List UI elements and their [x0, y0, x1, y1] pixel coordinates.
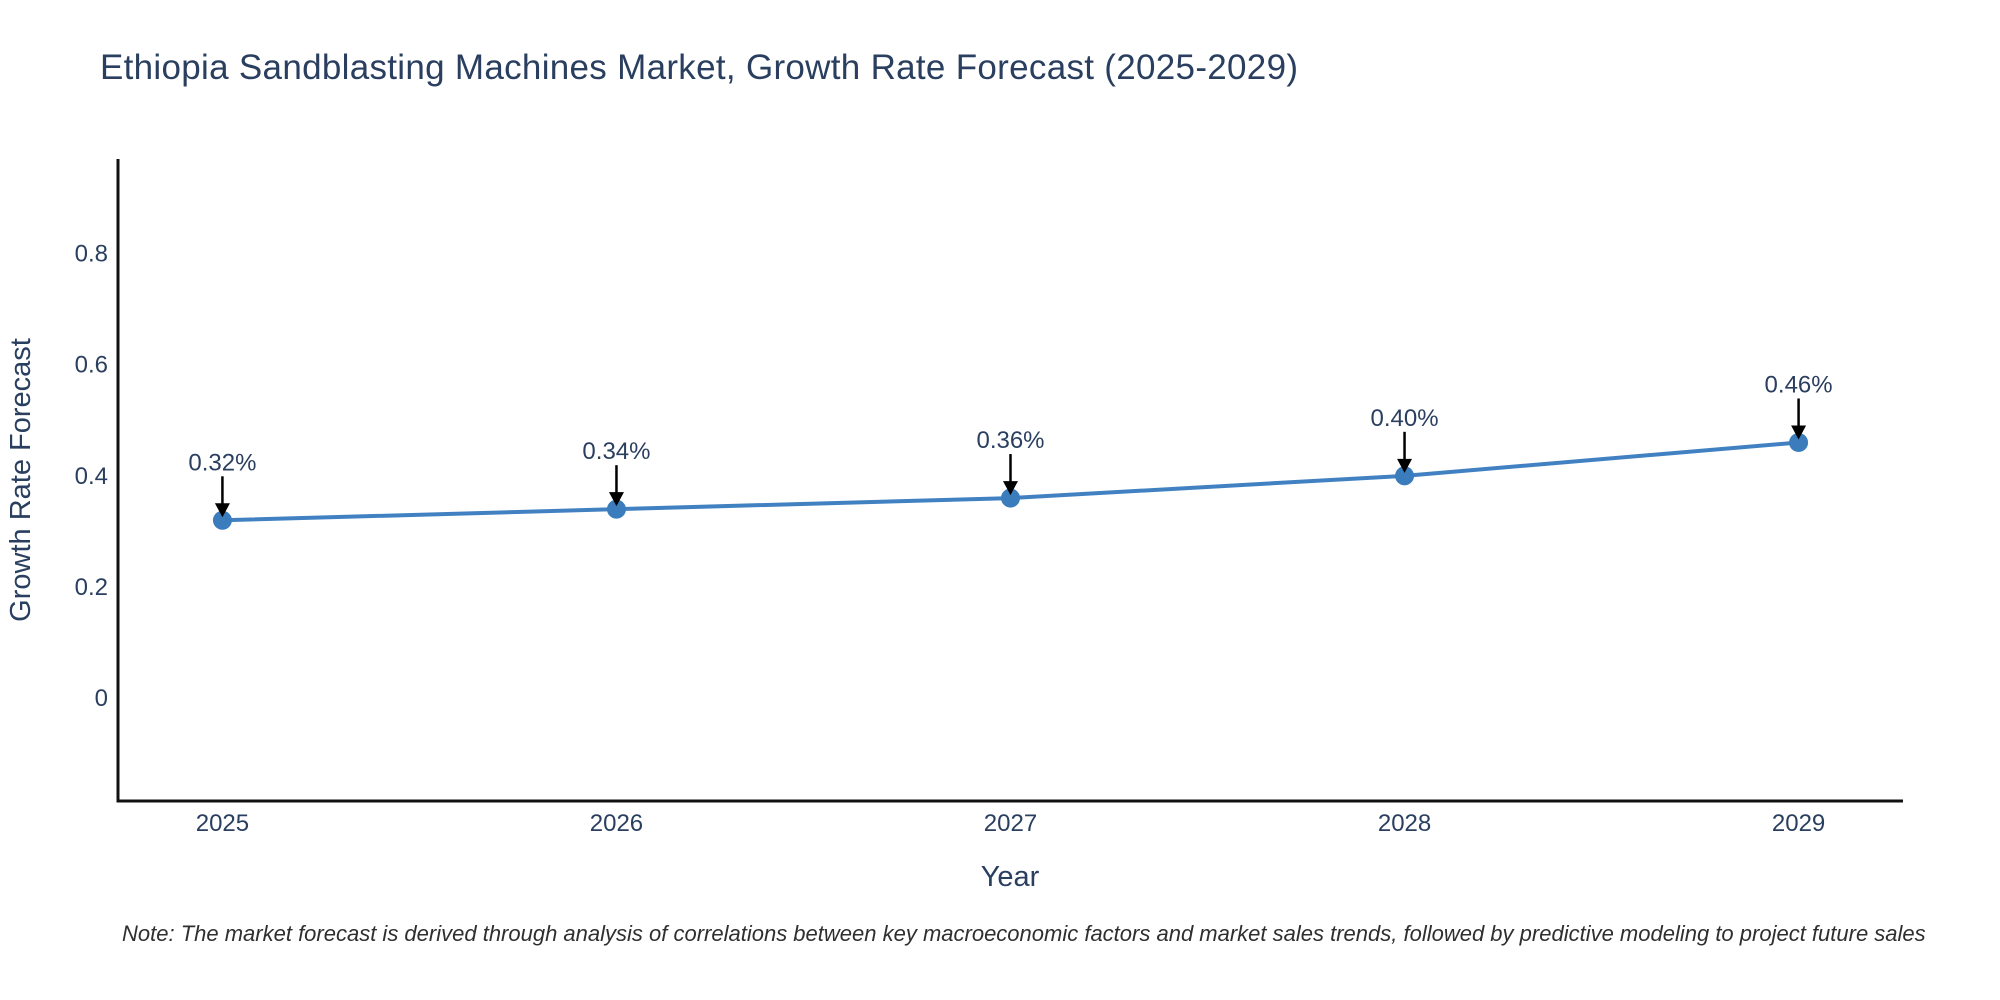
x-axis-title: Year: [981, 861, 1040, 893]
data-point-marker: [212, 510, 232, 530]
y-tick-label: 0.8: [75, 240, 108, 267]
annotation-arrowhead-icon: [1003, 481, 1018, 496]
x-tick-label: 2027: [984, 810, 1037, 837]
data-point-label: 0.32%: [188, 449, 256, 476]
data-point-marker: [1789, 432, 1809, 452]
y-axis-title: Growth Rate Forecast: [5, 338, 37, 622]
annotation-arrowhead-icon: [214, 503, 230, 518]
data-point-marker: [1001, 488, 1020, 508]
y-tick-label: 0: [95, 685, 108, 712]
footnote: Note: The market forecast is derived thr…: [122, 921, 1926, 946]
x-tick-label: 2025: [196, 810, 249, 837]
y-tick-label: 0.6: [75, 352, 108, 379]
data-point-label: 0.40%: [1371, 405, 1439, 432]
x-tick-label: 2026: [590, 810, 643, 837]
annotation-arrowhead-icon: [1791, 425, 1807, 440]
x-tick-label: 2029: [1772, 810, 1825, 837]
data-point-marker: [606, 499, 626, 519]
data-point-label: 0.34%: [582, 438, 650, 465]
x-tick-label: 2028: [1378, 810, 1431, 837]
chart-title: Ethiopia Sandblasting Machines Market, G…: [100, 48, 1298, 87]
plot-area: 0 0.2 0.4 0.6 0.8 2025 2026 2027 2028 2029 0.32% 0.…: [75, 159, 1903, 837]
y-tick-label: 0.2: [75, 574, 108, 601]
annotation-arrowhead-icon: [608, 492, 624, 507]
data-point-label: 0.46%: [1765, 371, 1833, 398]
data-point-label: 0.36%: [976, 427, 1044, 454]
data-point-marker: [1395, 466, 1415, 486]
annotation-arrowhead-icon: [1397, 458, 1413, 473]
y-tick-label: 0.4: [75, 463, 108, 490]
